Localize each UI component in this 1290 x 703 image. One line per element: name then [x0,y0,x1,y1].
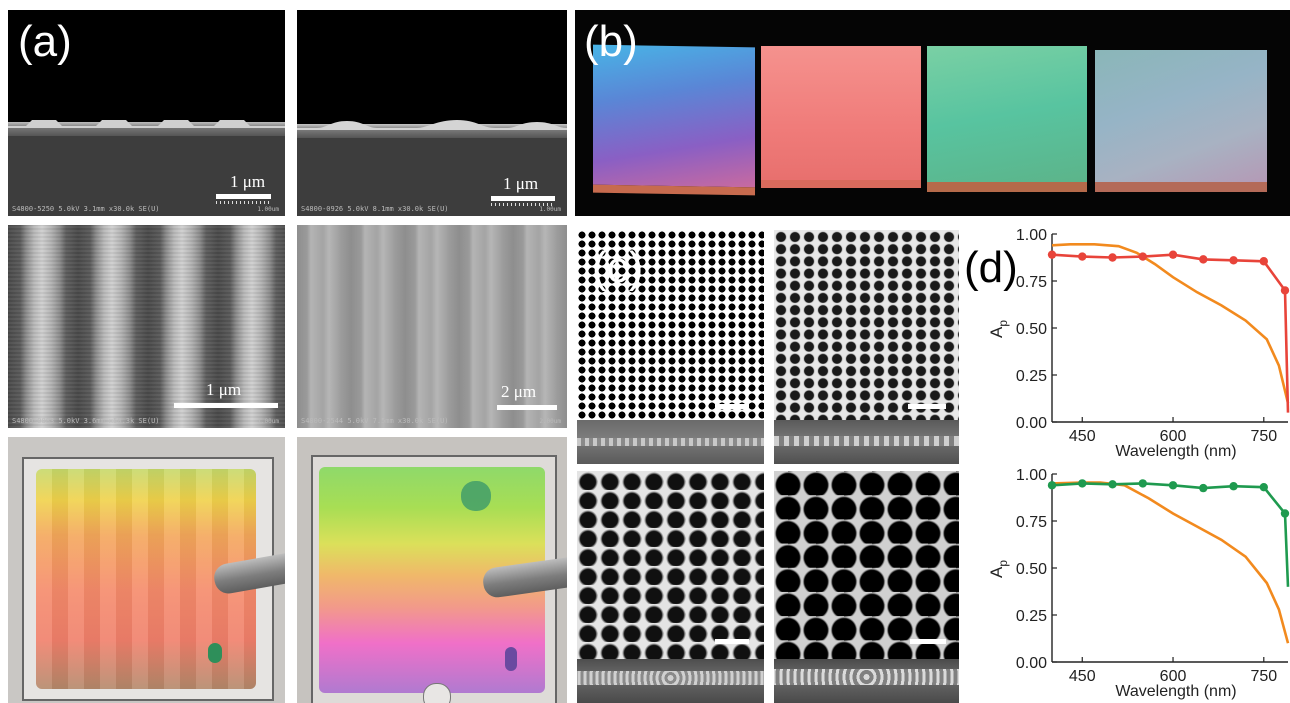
y-tick-label: 0.25 [1016,608,1047,625]
panel-label-c: (c) [592,243,644,292]
sem-hexagonal-pores-medium [774,230,959,420]
data-point [1078,252,1087,261]
sem-info: S4800-2544 5.0kV 7.5mm x30.0k SE(U) [301,417,449,425]
scale-label: 1 μm [503,174,539,193]
y-tick-label: 1.00 [1016,227,1047,244]
data-point [1280,286,1290,295]
y-tick-label: 0.00 [1016,415,1047,432]
x-axis-label: Wavelength (nm) [1115,443,1236,460]
panel-label-b: (b) [584,17,638,66]
sem-hexagonal-pores-small [577,230,764,420]
scale-bar [216,194,271,199]
y-tick-label: 1.00 [1016,467,1047,484]
sem-cross-section-left: 1 μm S4800-5250 5.0kV 3.1mm x30.0k SE(U)… [8,10,285,216]
photo-structural-color-sample-right [297,437,567,703]
sem-info: S4800-0883 5.0kV 3.6mm x50.3k SE(U) [12,417,160,425]
photo-structural-color-sample-left [8,437,285,703]
sem-cross-section [774,420,959,464]
y-tick-label: 0.50 [1016,321,1047,338]
scale-bar [497,405,557,410]
scale-bar [491,196,555,201]
x-tick-label: 750 [1250,428,1277,445]
sem-cross-section [577,420,764,464]
sem-info-scale: 2.00um [539,418,561,425]
scale-label: 1 μm [230,172,266,191]
tile-green [927,46,1087,192]
iridescent-film [319,467,545,693]
sem-cross-section [577,659,764,703]
data-point [1229,482,1238,491]
grating-profile [8,120,285,128]
y-tick-label: 0.00 [1016,655,1047,672]
data-point [1138,479,1147,488]
data-point [1229,256,1238,265]
tile-grey-blue [1095,50,1267,192]
grating-profile [297,120,567,130]
data-point [1259,482,1268,492]
iridescent-film [36,469,256,689]
y-axis-label: Ap [987,560,1010,578]
data-point [1108,253,1117,262]
y-axis-label: Ap [987,320,1010,338]
absorbance-chart-top: 0.00 0.25 0.50 0.75 1.00 450 600 750 Wavelength … [987,227,1290,460]
data-point [1199,483,1208,493]
data-point [1047,250,1057,259]
data-point [1108,480,1117,489]
series-line-measured [1052,253,1290,413]
sem-info-scale: 1.00um [539,206,561,213]
panel-label-d: (d) [964,243,1018,292]
sem-info-scale: 1.00um [257,206,279,213]
tile-blue-purple [593,44,755,196]
tile-pink [761,46,921,188]
x-tick-label: 750 [1250,668,1277,685]
y-tick-label: 0.75 [1016,514,1047,531]
x-axis-label: Wavelength (nm) [1115,683,1236,700]
sem-hexagonal-pores-xlarge [774,471,959,659]
data-point [1078,479,1087,488]
data-point [1259,257,1268,266]
data-point [1168,481,1178,490]
sem-info: S4800-5250 5.0kV 3.1mm x30.0k SE(U) [12,205,160,213]
x-tick-label: 450 [1069,428,1096,445]
photo-colored-tiles [575,10,1290,216]
x-tick-label: 600 [1160,668,1187,685]
data-point [1168,250,1178,259]
scale-bar [910,639,946,644]
scale-bar [715,639,749,644]
data-point [1199,255,1208,264]
sem-cross-section-right: 1 μm S4800-0926 5.0kV 8.1mm x30.0k SE(U)… [297,10,567,216]
series-line-reference [1052,481,1290,644]
data-point [1047,481,1057,490]
series-line-measured [1052,482,1290,587]
sem-info: S4800-0926 5.0kV 8.1mm x30.0k SE(U) [301,205,449,213]
sem-grating-top-view-left: 1 μm S4800-0883 5.0kV 3.6mm x50.3k SE(U)… [8,225,285,428]
sem-info-scale: 1.00um [257,418,279,425]
sem-hexagonal-pores-large [577,471,764,659]
y-tick-label: 0.50 [1016,561,1047,578]
x-tick-label: 450 [1069,668,1096,685]
scale-label: 1 μm [206,380,242,399]
data-point [1280,509,1290,518]
sem-grating-top-view-right: 2 μm S4800-2544 5.0kV 7.5mm x30.0k SE(U)… [297,225,567,428]
scale-bar [908,404,946,409]
data-point [1138,252,1147,261]
absorbance-chart-bottom: 0.00 0.25 0.50 0.75 1.00 450 600 750 Wavelength … [987,467,1290,700]
x-tick-label: 600 [1160,428,1187,445]
scale-bar [174,403,278,408]
y-tick-label: 0.25 [1016,368,1047,385]
scale-bar [715,404,749,409]
y-tick-label: 0.75 [1016,274,1047,291]
panel-label-a: (a) [18,17,72,66]
series-line-reference [1052,242,1290,404]
scale-label: 2 μm [501,382,537,401]
sem-cross-section [774,659,959,703]
